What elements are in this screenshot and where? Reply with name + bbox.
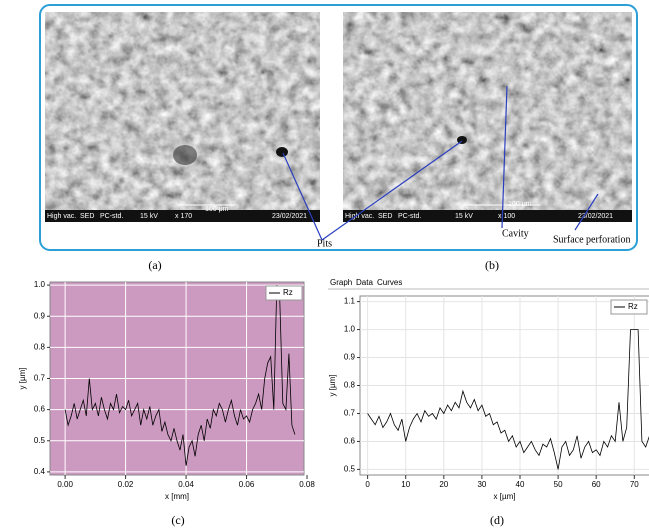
y-tick-label: 0.6 [34,405,46,414]
x-axis-label: x [µm] [494,492,516,501]
y-tick-label: 0.9 [34,311,46,320]
sem-text: PC-std. [100,213,123,220]
sem-text: 15 kV [140,213,158,220]
annotation: Pits [317,238,332,249]
data-line [367,329,649,470]
y-tick-label: 0.5 [344,465,356,474]
sem-text: x 100 [498,213,515,220]
pointer [321,140,463,241]
tab[interactable]: Graph [330,278,352,287]
sem-text: SED [80,213,94,220]
x-tick-label: 0.08 [299,480,315,489]
y-axis-label: y [µm] [328,375,337,397]
panel-frame [39,4,638,251]
pit [457,136,467,144]
annotation: Surface perforation [553,234,630,245]
pointer [282,152,323,241]
sem-text: 100 μm [205,206,229,213]
x-tick-label: 40 [516,480,525,489]
panel-label: (a) [148,258,161,272]
x-tick-label: 70 [630,480,639,489]
sem-text: 23/02/2021 [272,213,307,220]
x-tick-label: 10 [401,480,410,489]
sem-text: High vac. [47,213,76,220]
data-line [64,285,296,466]
y-tick-label: 1.1 [344,297,356,306]
x-axis-label: x [mm] [165,492,189,501]
sem-text: 23/02/2021 [578,213,613,220]
sem-info-bar [343,210,632,222]
sem-text: PC-std. [398,213,421,220]
x-tick-label: 30 [477,480,486,489]
x-tick-label: 0 [365,480,370,489]
panel-label: (b) [485,258,499,272]
sem-text: x 170 [175,213,192,220]
x-tick-label: 0.04 [178,480,194,489]
annotation: Cavity [502,228,529,239]
x-tick-label: 0.06 [239,480,255,489]
y-tick-label: 0.8 [344,381,356,390]
x-tick-label: 50 [554,480,563,489]
panel-label: (c) [171,513,184,527]
pointer-lines [282,85,599,241]
x-tick-label: 0.02 [118,480,134,489]
legend-box [265,285,303,301]
x-tick-label: 20 [439,480,448,489]
sem-text: 15 kV [455,213,473,220]
x-tick-label: 60 [592,480,601,489]
y-tick-label: 0.7 [34,374,46,383]
sem-image [343,12,632,222]
pointer [501,85,508,229]
pit [173,145,197,165]
y-tick-label: 0.5 [34,436,46,445]
legend-label: Rz [628,302,638,311]
sem-info-bar [45,210,320,222]
tab[interactable]: Curves [377,278,402,287]
tab[interactable]: Data [356,278,373,287]
y-axis-label: y [µm] [18,368,27,390]
y-tick-label: 0.6 [344,437,356,446]
sem-image [45,12,320,222]
legend-box [610,299,648,315]
y-tick-label: 1.0 [34,280,46,289]
legend-label: Rz [283,288,293,297]
y-tick-label: 0.8 [34,342,46,351]
sem-info: High vac. SED PC-std. 15 kV x 170 100 μm… [47,201,613,220]
y-tick-label: 0.7 [344,409,356,418]
panel-label: (d) [490,513,504,527]
sem-text: 200 μm [508,201,532,208]
x-tick-label: 0.00 [57,480,73,489]
y-tick-label: 1.0 [344,325,356,334]
y-tick-label: 0.9 [344,353,356,362]
sem-text: SED [378,213,392,220]
pit [276,147,288,157]
sem-text: High vac. [345,213,374,220]
y-tick-label: 0.4 [34,467,46,476]
pointer [574,193,599,231]
